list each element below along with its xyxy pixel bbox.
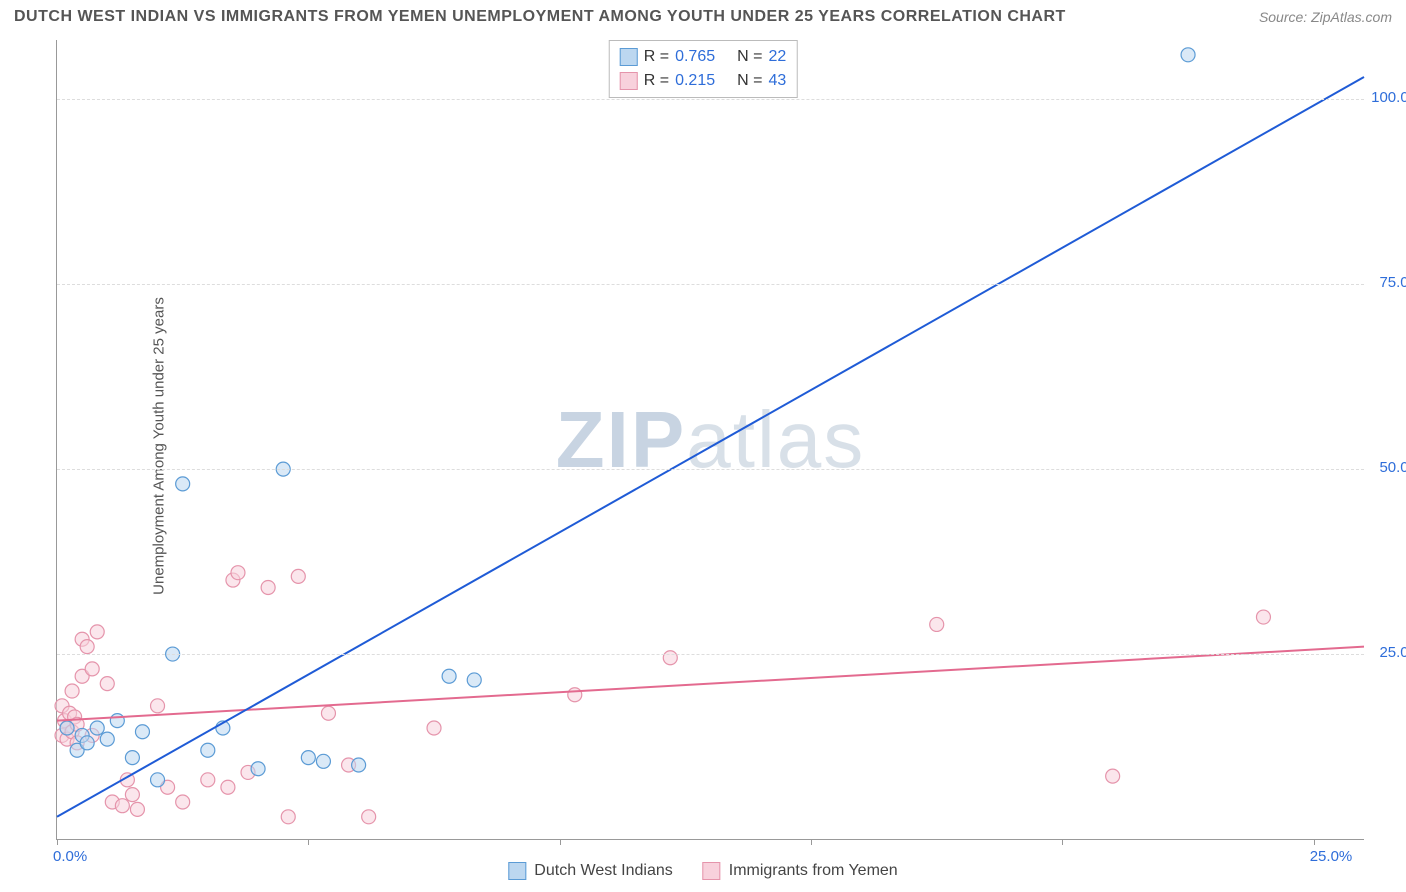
r-label: R = bbox=[644, 45, 669, 69]
r-label: R = bbox=[644, 69, 669, 93]
y-tick-label: 100.0% bbox=[1371, 89, 1406, 106]
n-value-b: 43 bbox=[768, 69, 786, 93]
x-tick-label: 0.0% bbox=[53, 848, 87, 865]
source-credit: Source: ZipAtlas.com bbox=[1259, 9, 1392, 25]
plot-area: ZIPatlas 25.0%50.0%75.0%100.0%0.0%25.0% bbox=[56, 40, 1364, 840]
n-label: N = bbox=[737, 45, 762, 69]
legend-swatch-a-icon bbox=[508, 862, 526, 880]
x-tick-label: 25.0% bbox=[1310, 848, 1353, 865]
legend-row-a: R = 0.765 N = 22 bbox=[620, 45, 787, 69]
scatter-chart bbox=[57, 40, 1364, 839]
r-value-a: 0.765 bbox=[675, 45, 715, 69]
y-tick-label: 75.0% bbox=[1379, 274, 1406, 291]
legend-swatch-a bbox=[620, 48, 638, 66]
correlation-legend: R = 0.765 N = 22 R = 0.215 N = 43 bbox=[609, 40, 798, 98]
chart-title: DUTCH WEST INDIAN VS IMMIGRANTS FROM YEM… bbox=[14, 8, 1066, 26]
legend-swatch-b-icon bbox=[703, 862, 721, 880]
r-value-b: 0.215 bbox=[675, 69, 715, 93]
legend-item-a: Dutch West Indians bbox=[508, 862, 672, 880]
y-tick-label: 50.0% bbox=[1379, 459, 1406, 476]
n-value-a: 22 bbox=[768, 45, 786, 69]
legend-swatch-b bbox=[620, 72, 638, 90]
legend-label-b: Immigrants from Yemen bbox=[729, 862, 898, 880]
legend-label-a: Dutch West Indians bbox=[534, 862, 672, 880]
series-legend: Dutch West Indians Immigrants from Yemen bbox=[508, 862, 897, 880]
y-tick-label: 25.0% bbox=[1379, 644, 1406, 661]
legend-row-b: R = 0.215 N = 43 bbox=[620, 69, 787, 93]
legend-item-b: Immigrants from Yemen bbox=[703, 862, 898, 880]
n-label: N = bbox=[737, 69, 762, 93]
